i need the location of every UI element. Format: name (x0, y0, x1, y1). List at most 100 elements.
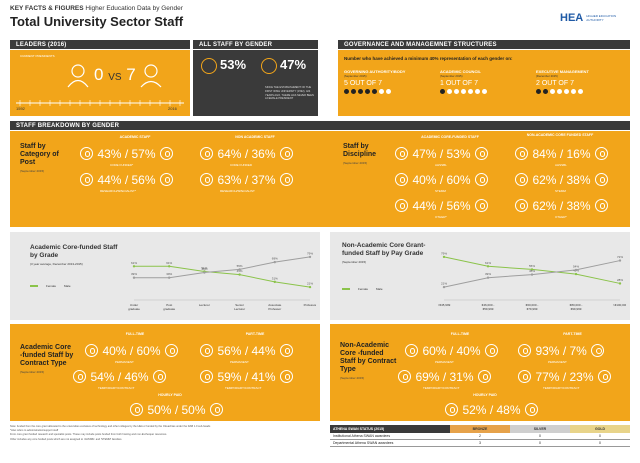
x-tick-label: Lecturer (199, 303, 210, 307)
data-point (308, 285, 312, 289)
nonacademic-part-perm-label: PERMANENT (548, 360, 567, 364)
academic-hourly-row: 50% / 50% (130, 401, 225, 419)
x-tick-label: €60,000 - (526, 303, 539, 307)
discipline-nonacademic-ahssbl-pct: 84% / 16% (532, 147, 591, 161)
nonacademic-full-head: FULL-TIME (450, 332, 470, 336)
pct-female: 63% (217, 173, 242, 187)
dot-filled (344, 89, 349, 94)
female-icon (80, 147, 93, 161)
grade-chart-heading: Academic Core-funded Staff by Grade (3 y… (30, 244, 125, 266)
female-icon (200, 147, 213, 161)
male-icon (279, 344, 293, 358)
athena-row: Departmental Athena SWAN awardees 3 0 0 (330, 440, 630, 447)
post-academic-row-2: 44% / 56% RESEARCH/SPECIALIST* (80, 171, 195, 193)
data-label: 28% (617, 278, 623, 282)
discipline-nonacademic-row-1: 84% / 16% AHSSBL (515, 145, 630, 167)
athena-col-bronze: BRONZE (450, 425, 510, 433)
data-label: 61% (166, 261, 172, 265)
contract-nonacademic-date: (September 2015) (340, 376, 365, 380)
dot-filled (365, 89, 370, 94)
gov-council-date: (September 2015) (440, 74, 463, 78)
academic-part-perm-label: PERMANENT (230, 360, 249, 364)
female-icon (515, 199, 528, 213)
legend-female-swatch (30, 285, 38, 287)
male-icon (594, 199, 608, 213)
data-point (132, 276, 136, 279)
athena-gold-value: 0 (599, 434, 601, 438)
legend-female: Female (46, 284, 57, 288)
athena-title: ATHENA SWAN STATUS (2015) (330, 425, 450, 433)
female-icon (73, 370, 86, 384)
vs-label: VS (108, 72, 122, 83)
post-nonacademic-head: NON ACADEMIC STAFF (235, 135, 275, 139)
female-icon (395, 173, 408, 187)
discipline-nonacademic-row-3: 62% / 38% OTHER* (515, 197, 630, 219)
leaders-bar: LEADERS (2016) (10, 40, 190, 49)
discipline-nonacademic-stemm-pct: 62% / 38% (532, 173, 591, 187)
pct-male: 16% (566, 147, 591, 161)
data-label: 79% (307, 251, 313, 255)
pct-female: 44% (412, 199, 437, 213)
contract-academic-heading: Academic Core -funded Staff by Contract … (20, 344, 75, 374)
dot-empty (468, 89, 473, 94)
discipline-nonacademic-ahssbl-label: AHSSBL (555, 163, 567, 167)
pay-chart-title: Non-Academic Core Grant-funded Staff by … (342, 242, 426, 257)
nonacademic-part-temp-pct: 77% / 23% (535, 370, 594, 384)
pct-female: 59% (217, 370, 242, 384)
dot-filled (536, 89, 541, 94)
discipline-nonacademic-other-pct: 62% / 38% (532, 199, 591, 213)
all-staff-bar-label: ALL STAFF BY GENDER (199, 41, 273, 48)
academic-full-perm-label: PERMANENT (115, 360, 134, 364)
x-tick-label: Lecturer (234, 307, 245, 311)
nonacademic-part-temp-label: TEMPORARY/CONTRACT (543, 386, 580, 390)
pay-line-chart: 79%61%55%46%28%21%39%45%54%72%<€45,999€4… (438, 251, 626, 311)
pay-chart-subtitle: (September 2015) (342, 260, 367, 264)
contract-academic-panel: Academic Core -funded Staff by Contract … (10, 324, 320, 421)
gov-exec-dots (536, 89, 626, 94)
female-icon (200, 173, 213, 187)
x-tick-label: €79,999 (527, 307, 538, 311)
athena-col-silver: SILVER (510, 425, 570, 433)
male-icon (594, 147, 608, 161)
leaders-panel: CURRENT PRESIDENTS 0 VS 7 1592 2016 (10, 50, 190, 116)
governance-bar: GOVERNANCE AND MANAGEMNET STRUCTURES (338, 40, 630, 49)
nonacademic-hourly-row: 52% / 48% (445, 401, 540, 419)
female-icon (398, 370, 411, 384)
post-nonacademic-row-1: 64% / 36% CORE FUNDED (200, 145, 315, 167)
contract-nonacademic-title: Non-Academic Core -funded Staff by Contr… (340, 342, 397, 373)
data-point (442, 255, 446, 259)
academic-hourly-pct: 50% / 50% (147, 403, 206, 417)
x-tick-label: Professor (304, 303, 316, 307)
x-tick-label: Associate (268, 303, 281, 307)
pct-male: 40% (456, 344, 481, 358)
x-tick-label: €59,999 (483, 307, 494, 311)
data-point (132, 265, 136, 268)
female-icon (80, 173, 93, 187)
footnote: Other includes any core funded posts whi… (10, 437, 123, 441)
governance-panel: Number who have achieved a minimum 40% r… (338, 50, 630, 116)
governance-intro: Number who have achieved a minimum 40% r… (344, 56, 513, 61)
nonacademic-hourly-pct: 52% / 48% (462, 403, 521, 417)
data-point (203, 271, 206, 274)
academic-full-row-1: 40% / 60% PERMANENT (85, 342, 195, 364)
data-label: 49% (201, 267, 207, 271)
male-icon (474, 199, 488, 213)
post-nonacademic-core-pct: 64% / 36% (217, 147, 276, 161)
pct-female: 56% (217, 344, 242, 358)
discipline-academic-ahssbl-pct: 47% / 53% (412, 147, 471, 161)
discipline-academic-stemm-label: STEMM (435, 189, 446, 193)
female-count: 0 (94, 65, 104, 84)
gov-council-dots (440, 89, 530, 94)
pct-male: 60% (446, 173, 471, 187)
dot-filled (440, 89, 445, 94)
athena-gold-value: 0 (599, 441, 601, 445)
president-note: SINCE THE ESTABLISHMENT OF THE FIRST IRI… (265, 86, 314, 101)
gov-exec-date: (December 2015) (536, 74, 558, 78)
pct-male: 31% (449, 370, 474, 384)
data-point (168, 265, 171, 268)
male-staff-icon (261, 58, 277, 74)
series-line-male (134, 256, 311, 279)
data-label: 55% (237, 264, 243, 268)
female-icon (518, 370, 531, 384)
pct-male: 41% (251, 370, 276, 384)
